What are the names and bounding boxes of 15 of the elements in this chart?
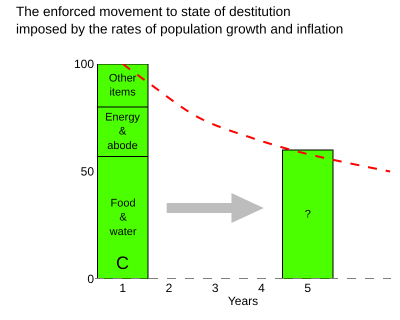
y-tick-label: 0: [87, 272, 94, 286]
y-tick-label: 100: [74, 57, 94, 72]
x-tick-label: 5: [304, 281, 312, 295]
x-axis-title: Years: [228, 294, 258, 308]
x-tick-label: 1: [119, 281, 126, 295]
x-tick-label: 3: [212, 281, 219, 295]
annotation: C: [116, 253, 129, 273]
data-label: ?: [304, 208, 311, 220]
data-label: Other items: [108, 72, 137, 99]
data-label: Food & water: [108, 197, 137, 238]
chart-title: The enforced movement to state of destitution imposed by the rates of population growth and inflation: [16, 4, 344, 37]
y-tick-label: 50: [80, 164, 94, 179]
x-tick-label: 4: [258, 281, 266, 295]
x-tick-label: 2: [166, 281, 173, 295]
data-label: Energy & abode: [105, 111, 140, 152]
